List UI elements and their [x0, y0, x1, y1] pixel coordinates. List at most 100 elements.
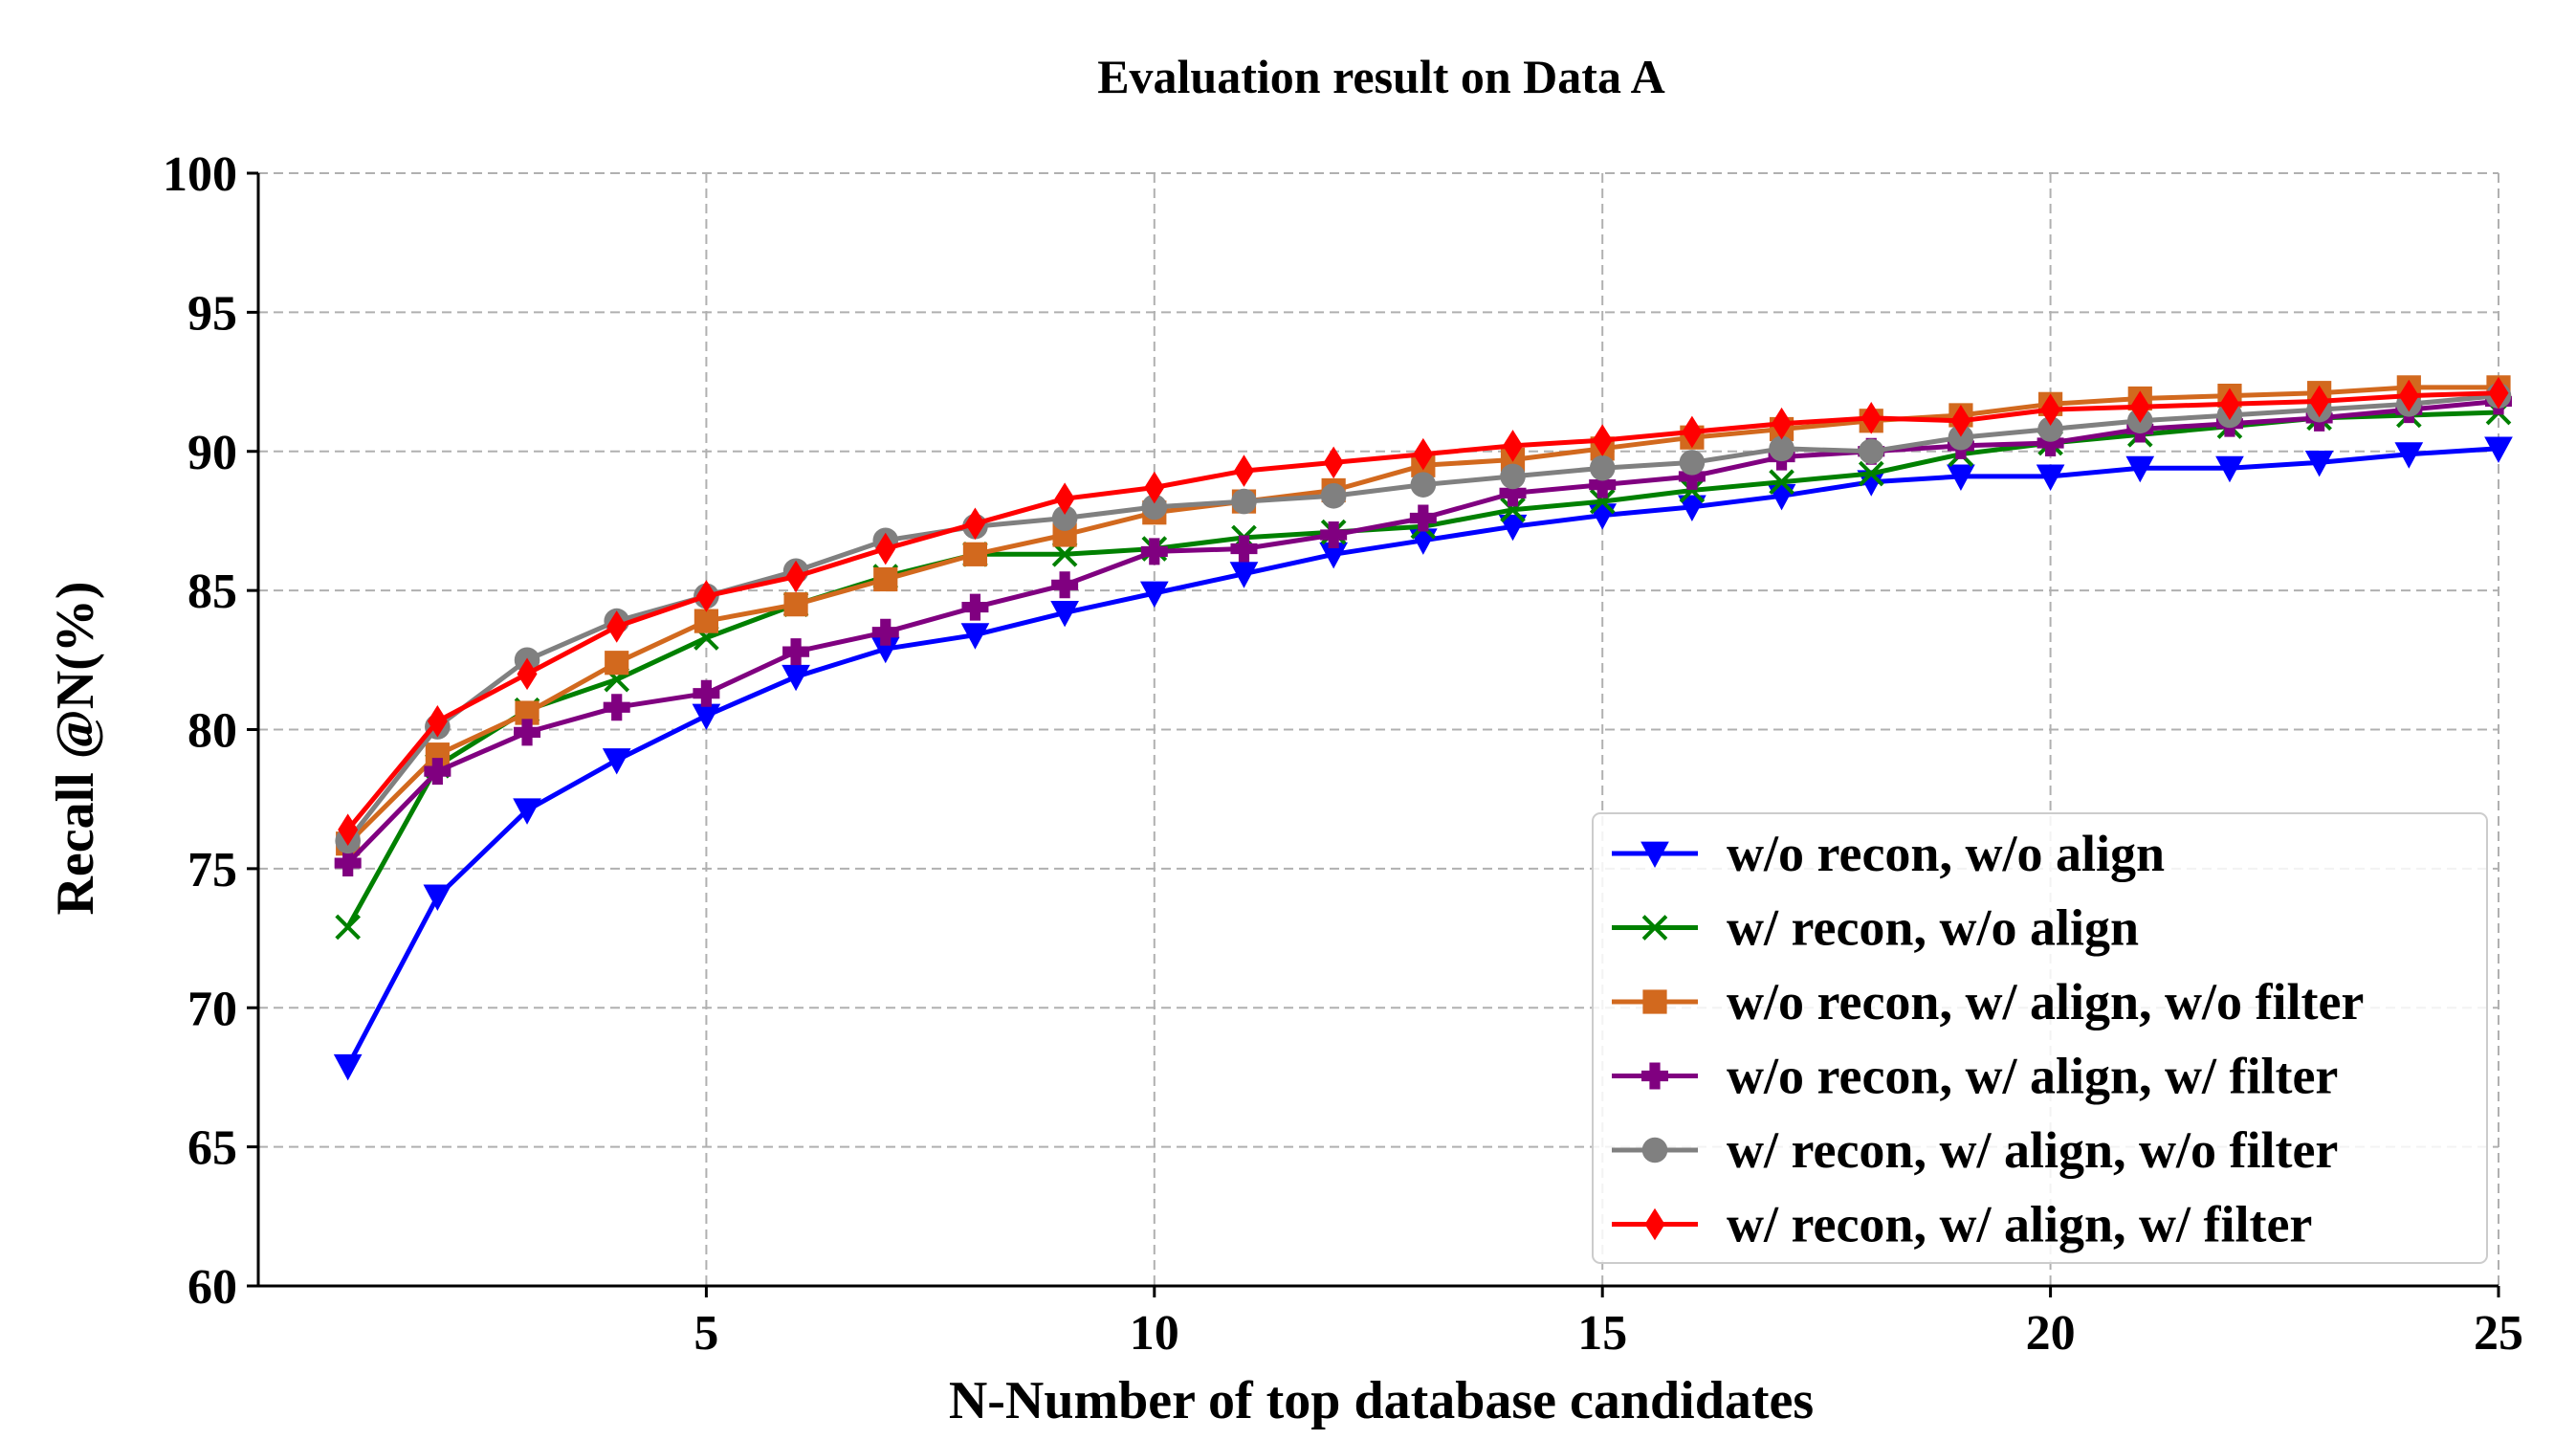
data-point — [1323, 446, 1344, 479]
data-point — [2398, 379, 2419, 412]
data-point — [875, 532, 896, 565]
legend-marker — [1642, 989, 1667, 1014]
data-point — [514, 719, 541, 746]
data-point — [1678, 462, 1706, 490]
axes: 5 10 15 20 25 60 65 70 75 80 85 90 95 100 — [163, 147, 2523, 1361]
data-point — [1320, 482, 1347, 509]
data-point — [1051, 505, 1078, 531]
data-point — [1409, 504, 1437, 532]
data-point — [427, 704, 448, 738]
data-point — [2125, 455, 2155, 483]
legend-frame — [1592, 812, 2488, 1264]
legend: w/o recon, w/o align w/ recon, w/o align w… — [1592, 812, 2488, 1264]
legend-marker — [1644, 1207, 1665, 1241]
legend-item: w/o recon, w/o align — [1612, 825, 2165, 882]
data-point — [695, 580, 716, 612]
legend-item: w/ recon, w/ align, w/ filter — [1612, 1196, 2312, 1253]
series-6 — [338, 376, 2509, 846]
data-point — [334, 850, 362, 877]
data-point — [1500, 463, 1526, 490]
data-point — [335, 914, 361, 941]
data-point — [1858, 460, 1884, 487]
x-tick-label: 25 — [2474, 1306, 2523, 1361]
data-point — [2215, 455, 2244, 483]
data-point — [1678, 495, 1706, 521]
y-tick-label: 95 — [187, 286, 237, 341]
x-tick-label: 20 — [2026, 1306, 2076, 1361]
data-point — [2037, 430, 2064, 457]
data-point — [1682, 415, 1703, 449]
data-point — [694, 609, 718, 633]
legend-label: w/o recon, w/o align — [1727, 825, 2165, 882]
data-point — [1769, 469, 1794, 496]
legend-marker — [1641, 1062, 1668, 1090]
data-point — [1231, 488, 1257, 515]
data-point — [1051, 571, 1079, 599]
data-point — [2488, 376, 2509, 410]
data-point — [871, 618, 899, 646]
x-tick-label: 15 — [1577, 1306, 1627, 1361]
data-point — [1410, 472, 1437, 498]
data-point — [1950, 404, 1971, 437]
data-point — [693, 679, 720, 707]
data-point — [1140, 538, 1168, 565]
data-point — [1589, 454, 1616, 481]
legend-item: w/o recon, w/ align, w/ filter — [1612, 1048, 2338, 1105]
data-point — [2394, 442, 2424, 469]
data-point — [602, 748, 631, 775]
data-point — [513, 798, 541, 825]
data-point — [2037, 416, 2063, 442]
data-point — [1769, 435, 1794, 462]
data-point — [1860, 402, 1882, 434]
legend-marker — [1640, 841, 1669, 869]
data-point — [606, 610, 627, 643]
data-point — [423, 884, 452, 912]
data-point — [338, 813, 359, 846]
data-point — [2304, 450, 2334, 477]
data-point — [960, 623, 990, 650]
data-point — [2129, 390, 2150, 424]
data-point — [1589, 488, 1616, 515]
y-tick-label: 70 — [187, 982, 237, 1036]
y-tick-label: 80 — [187, 704, 237, 759]
data-point — [961, 593, 989, 621]
data-point — [1589, 471, 1617, 498]
data-point — [1141, 494, 1168, 521]
legend-label: w/o recon, w/ align, w/o filter — [1727, 973, 2364, 1030]
legend-item: w/ recon, w/ align, w/o filter — [1612, 1121, 2338, 1179]
legend-label: w/ recon, w/o align — [1727, 899, 2139, 957]
data-point — [1947, 464, 1975, 491]
data-point — [782, 638, 810, 666]
legend-label: w/ recon, w/ align, w/o filter — [1727, 1121, 2338, 1179]
data-point — [964, 507, 985, 541]
y-tick-label: 100 — [163, 147, 237, 202]
legend-marker — [1641, 1137, 1668, 1163]
data-point — [2309, 385, 2330, 418]
data-point — [1320, 521, 1348, 548]
data-point — [1144, 471, 1165, 504]
y-tick-label: 85 — [187, 565, 237, 619]
data-point — [1503, 430, 1524, 462]
data-point — [782, 664, 810, 692]
data-point — [1499, 479, 1527, 507]
y-tick-label: 60 — [187, 1260, 237, 1315]
legend-label: w/ recon, w/ align, w/ filter — [1727, 1196, 2312, 1253]
chart-title: Evaluation result on Data A — [1097, 50, 1665, 103]
data-point — [1679, 450, 1706, 476]
data-point — [424, 758, 451, 786]
data-point — [1498, 514, 1528, 542]
data-point — [2040, 393, 2061, 426]
series-layer — [333, 375, 2513, 1081]
data-point — [1592, 424, 1613, 456]
data-point — [1772, 407, 1793, 440]
data-point — [2036, 464, 2065, 491]
y-tick-label: 75 — [187, 843, 237, 897]
data-point — [2219, 388, 2240, 421]
data-point — [873, 566, 898, 592]
y-axis-label: Recall @N(%) — [46, 581, 105, 915]
data-point — [517, 657, 538, 691]
data-point — [1050, 600, 1079, 628]
data-point — [2484, 436, 2513, 463]
data-point — [333, 1053, 363, 1081]
